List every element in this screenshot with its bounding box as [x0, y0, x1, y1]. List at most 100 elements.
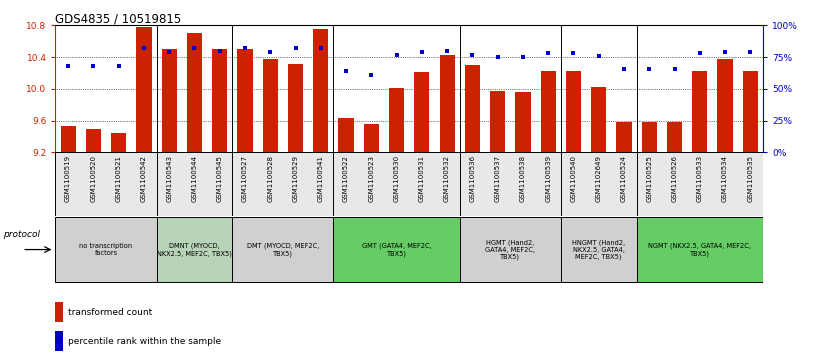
Point	[719, 49, 732, 55]
Point	[213, 48, 226, 54]
Bar	[516, 92, 530, 152]
Point	[415, 49, 428, 55]
Point	[238, 45, 251, 51]
Text: GSM1100522: GSM1100522	[343, 155, 349, 202]
Point	[86, 63, 100, 69]
Text: GSM1100521: GSM1100521	[116, 155, 122, 202]
Bar	[692, 72, 707, 152]
Point	[390, 52, 403, 57]
Bar	[313, 29, 328, 152]
Text: HGMT (Hand2,
GATA4, MEF2C,
TBX5): HGMT (Hand2, GATA4, MEF2C, TBX5)	[486, 239, 535, 260]
Text: GSM1100543: GSM1100543	[166, 155, 172, 202]
Bar	[288, 64, 303, 152]
FancyBboxPatch shape	[636, 217, 763, 282]
Text: no transcription
factors: no transcription factors	[79, 243, 132, 256]
Bar	[667, 122, 682, 152]
Text: GSM1100544: GSM1100544	[192, 155, 197, 202]
Point	[137, 45, 150, 51]
FancyBboxPatch shape	[561, 217, 636, 282]
Bar	[541, 72, 556, 152]
Text: GSM1100538: GSM1100538	[520, 155, 526, 202]
Point	[61, 63, 74, 69]
FancyBboxPatch shape	[55, 217, 157, 282]
Text: GSM1100520: GSM1100520	[91, 155, 96, 202]
Text: GSM1100542: GSM1100542	[141, 155, 147, 202]
Bar	[237, 49, 253, 152]
Text: GSM1100528: GSM1100528	[268, 155, 273, 202]
Bar	[339, 118, 353, 152]
Text: GSM1100532: GSM1100532	[444, 155, 450, 202]
Bar	[334, 152, 459, 216]
Text: HNGMT (Hand2,
NKX2.5, GATA4,
MEF2C, TBX5): HNGMT (Hand2, NKX2.5, GATA4, MEF2C, TBX5…	[572, 239, 625, 260]
Bar	[364, 124, 379, 152]
Point	[668, 66, 681, 72]
Point	[567, 50, 580, 56]
Text: DMNT (MYOCD,
NKX2.5, MEF2C, TBX5): DMNT (MYOCD, NKX2.5, MEF2C, TBX5)	[157, 242, 232, 257]
Point	[694, 50, 707, 56]
Text: GSM1100545: GSM1100545	[217, 155, 223, 202]
Text: NGMT (NKX2.5, GATA4, MEF2C,
TBX5): NGMT (NKX2.5, GATA4, MEF2C, TBX5)	[649, 242, 752, 257]
Text: GSM1100523: GSM1100523	[368, 155, 375, 202]
FancyBboxPatch shape	[233, 217, 334, 282]
Bar	[263, 59, 277, 152]
Bar	[233, 152, 334, 216]
Point	[618, 66, 631, 72]
Bar	[55, 302, 64, 322]
Bar	[636, 152, 763, 216]
Point	[112, 63, 125, 69]
Point	[643, 66, 656, 72]
Bar	[440, 55, 455, 152]
Bar	[157, 152, 233, 216]
Bar	[55, 331, 64, 351]
Text: GDS4835 / 10519815: GDS4835 / 10519815	[55, 12, 182, 25]
Bar	[111, 132, 126, 152]
Point	[188, 45, 201, 51]
Bar	[465, 65, 480, 152]
Bar	[162, 49, 177, 152]
Bar	[641, 122, 657, 152]
Bar	[561, 152, 636, 216]
Point	[339, 68, 353, 74]
Bar	[187, 33, 202, 152]
Text: GSM1100526: GSM1100526	[672, 155, 677, 202]
FancyBboxPatch shape	[157, 217, 233, 282]
Point	[517, 54, 530, 60]
Text: percentile rank within the sample: percentile rank within the sample	[68, 337, 221, 346]
Bar	[490, 90, 505, 152]
Bar	[60, 126, 76, 152]
Bar	[212, 49, 228, 152]
Point	[264, 49, 277, 55]
Bar	[591, 87, 606, 152]
Point	[744, 49, 757, 55]
Text: GSM1100527: GSM1100527	[242, 155, 248, 202]
Point	[289, 45, 302, 51]
Text: GSM1100539: GSM1100539	[545, 155, 551, 202]
Text: GSM1100524: GSM1100524	[621, 155, 627, 202]
Bar	[389, 88, 404, 152]
FancyBboxPatch shape	[459, 217, 561, 282]
Text: GSM1100540: GSM1100540	[570, 155, 576, 202]
Text: transformed count: transformed count	[68, 308, 152, 317]
Text: GSM1100541: GSM1100541	[317, 155, 324, 202]
Text: GSM1100529: GSM1100529	[292, 155, 299, 202]
Bar	[717, 59, 733, 152]
Bar	[136, 27, 152, 152]
Text: GSM1100537: GSM1100537	[494, 155, 501, 202]
Point	[365, 72, 378, 78]
Bar	[55, 152, 157, 216]
Bar	[459, 152, 561, 216]
Text: GSM1102649: GSM1102649	[596, 155, 601, 202]
Bar	[743, 72, 758, 152]
Point	[466, 52, 479, 57]
FancyBboxPatch shape	[334, 217, 459, 282]
Text: GSM1100531: GSM1100531	[419, 155, 425, 202]
Bar	[565, 72, 581, 152]
Text: GSM1100530: GSM1100530	[393, 155, 400, 202]
Bar	[616, 122, 632, 152]
Point	[441, 48, 454, 54]
Bar	[86, 130, 101, 152]
Text: GSM1100535: GSM1100535	[747, 155, 753, 202]
Text: GSM1100533: GSM1100533	[697, 155, 703, 202]
Text: GSM1100525: GSM1100525	[646, 155, 652, 202]
Point	[592, 53, 605, 59]
